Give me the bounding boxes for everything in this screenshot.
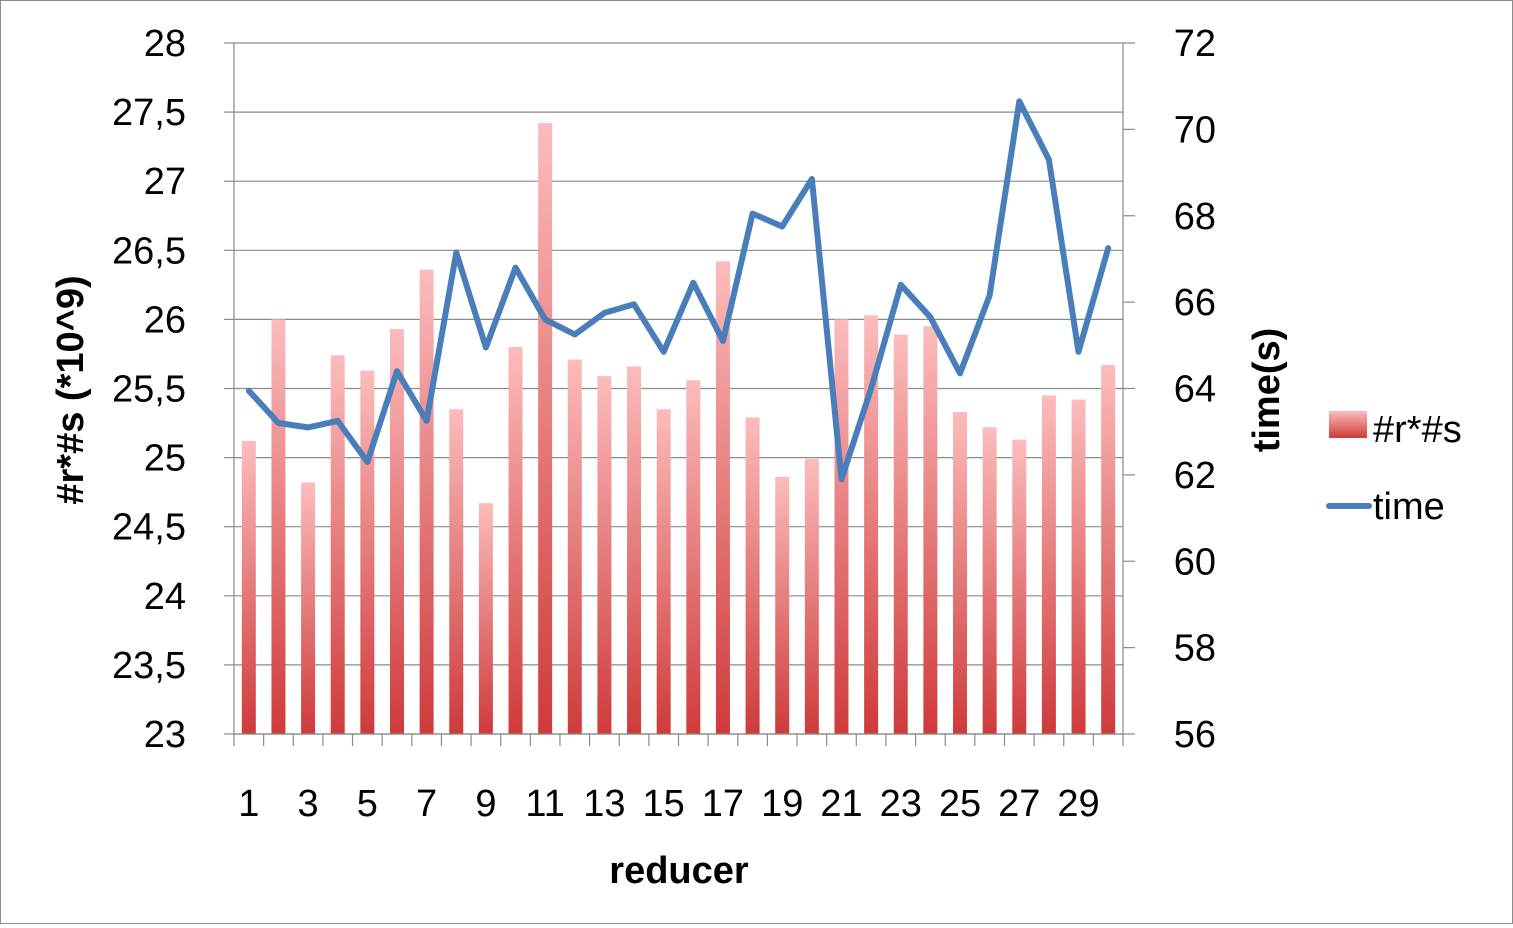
x-tick-label: 5 — [357, 783, 378, 825]
y-tick-label: 24 — [144, 576, 186, 618]
bar — [360, 371, 374, 734]
legend-label-bars: #r*#s — [1373, 409, 1462, 451]
y-tick-label: 23 — [144, 714, 186, 756]
y2-tick-label: 70 — [1174, 109, 1216, 151]
x-tick-label: 19 — [761, 783, 803, 825]
y-tick-label: 26 — [144, 299, 186, 341]
y2-tick-label: 58 — [1174, 628, 1216, 670]
x-tick-label: 7 — [416, 783, 437, 825]
y2-tick-label: 62 — [1174, 455, 1216, 497]
x-tick-label: 29 — [1057, 783, 1099, 825]
bar — [627, 366, 641, 734]
line-series — [249, 101, 1109, 479]
x-tick-label: 25 — [939, 783, 981, 825]
bar — [1101, 365, 1115, 734]
x-tick-label: 27 — [998, 783, 1040, 825]
bar — [271, 319, 285, 734]
y2-axis-title: time(s) — [1246, 328, 1288, 453]
x-tick-label: 15 — [643, 783, 685, 825]
y-tick-label: 26,5 — [112, 230, 186, 272]
bar — [1012, 440, 1026, 734]
y2-tick-label: 64 — [1174, 369, 1216, 411]
x-tick-label: 23 — [880, 783, 922, 825]
x-axis-title: reducer — [609, 850, 749, 892]
bar — [1072, 400, 1086, 734]
bar — [242, 441, 256, 734]
time-line — [249, 101, 1108, 479]
bar — [746, 418, 760, 734]
bar — [479, 503, 493, 734]
bar — [923, 326, 937, 734]
bar — [1042, 395, 1056, 734]
bar — [568, 359, 582, 734]
x-tick-label: 9 — [475, 783, 496, 825]
y2-tick-label: 72 — [1174, 23, 1216, 65]
bar — [331, 355, 345, 734]
bar — [834, 319, 848, 734]
bar-series — [242, 123, 1115, 734]
x-tick-label: 1 — [238, 783, 259, 825]
bar — [953, 412, 967, 734]
bar — [509, 347, 523, 734]
bar — [983, 427, 997, 734]
bar — [301, 482, 315, 734]
bar — [894, 335, 908, 734]
x-tick-label: 3 — [298, 783, 319, 825]
y-tick-label: 27 — [144, 161, 186, 203]
x-tick-label: 17 — [702, 783, 744, 825]
y-tick-label: 23,5 — [112, 645, 186, 687]
x-tick-label: 11 — [525, 783, 564, 825]
y-tick-label: 24,5 — [112, 507, 186, 549]
y2-tick-label: 68 — [1174, 196, 1216, 238]
y-tick-label: 25 — [144, 438, 186, 480]
x-tick-label: 13 — [583, 783, 625, 825]
y2-tick-label: 66 — [1174, 282, 1216, 324]
bar — [420, 270, 434, 734]
legend-label-line: time — [1373, 486, 1445, 528]
bar — [538, 123, 552, 734]
y2-tick-label: 60 — [1174, 541, 1216, 583]
bar — [657, 409, 671, 734]
legend-swatch-bars — [1329, 411, 1367, 438]
y-tick-label: 28 — [144, 23, 186, 65]
bar — [686, 380, 700, 734]
bar — [805, 459, 819, 734]
y-axis-title: #r*#s (*10^9) — [50, 275, 92, 504]
y-tick-label: 27,5 — [112, 92, 186, 134]
bar — [775, 477, 789, 734]
y-tick-label: 25,5 — [112, 369, 186, 411]
bar — [597, 376, 611, 734]
y2-tick-label: 56 — [1174, 714, 1216, 756]
bar — [449, 409, 463, 734]
legend: #r*#s time — [1329, 409, 1462, 528]
x-tick-label: 21 — [820, 783, 862, 825]
